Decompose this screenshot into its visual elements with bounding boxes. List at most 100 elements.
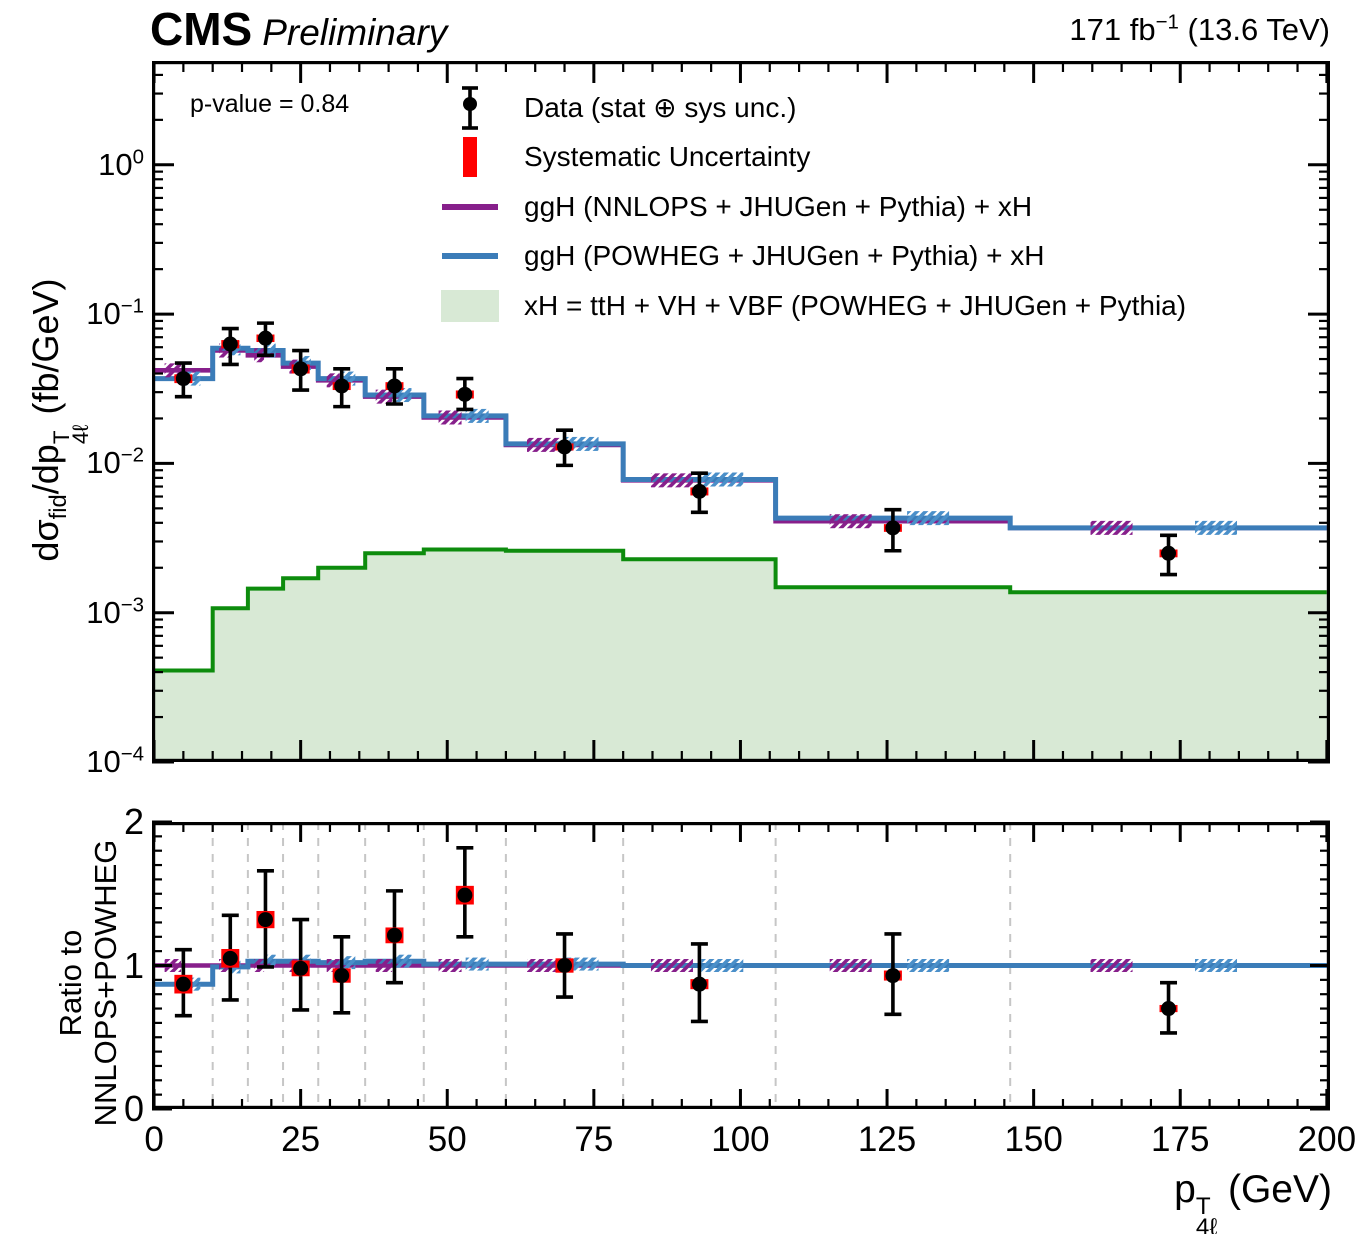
ratio-y-tick-label: 1 bbox=[123, 944, 144, 986]
x-tick-label: 50 bbox=[427, 1120, 467, 1159]
data-point bbox=[385, 367, 404, 406]
data-point bbox=[221, 326, 240, 367]
x-tick-label: 25 bbox=[281, 1120, 321, 1159]
nnlops-uncertainty-hatch bbox=[164, 363, 182, 378]
powheg-uncertainty-hatch bbox=[701, 959, 744, 972]
legend-item-data: Data (stat ⊕ sys unc.) bbox=[438, 83, 1186, 133]
p-value-annotation: p-value = 0.84 bbox=[190, 90, 350, 118]
nnlops-uncertainty-hatch bbox=[1090, 959, 1133, 972]
data-marker-icon bbox=[438, 85, 502, 131]
ratio-y-tick-label: 2 bbox=[123, 801, 144, 842]
data-point bbox=[291, 348, 310, 392]
nnlops-uncertainty-hatch bbox=[527, 437, 560, 452]
nnlops-uncertainty-hatch bbox=[438, 410, 462, 425]
nnlops-uncertainty-hatch bbox=[527, 959, 560, 972]
x-axis-title: p T 4ℓ (GeV) bbox=[1174, 1168, 1332, 1234]
x-tick-label: 100 bbox=[711, 1120, 770, 1159]
nnlops-uncertainty-hatch bbox=[438, 959, 462, 972]
nnlops-uncertainty-hatch bbox=[375, 389, 393, 404]
powheg-uncertainty-hatch bbox=[701, 472, 744, 487]
ratio-plot bbox=[152, 820, 1331, 1111]
xh-histogram-line bbox=[154, 547, 1327, 673]
powheg-uncertainty-hatch bbox=[465, 957, 489, 971]
powheg-uncertainty-hatch bbox=[565, 957, 599, 971]
xh-histogram-fill bbox=[154, 549, 1327, 762]
data-point bbox=[690, 942, 709, 1024]
data-point bbox=[1159, 533, 1178, 577]
legend-label: Systematic Uncertainty bbox=[524, 141, 811, 173]
powheg-uncertainty-hatch bbox=[265, 954, 276, 968]
powheg-uncertainty-hatch bbox=[301, 356, 311, 371]
preliminary-label: Preliminary bbox=[262, 12, 448, 53]
x-tick-label: 0 bbox=[144, 1120, 164, 1159]
systematic-marker-icon bbox=[438, 136, 502, 178]
ratio-plot-panel bbox=[152, 820, 1331, 1111]
nnlops-uncertainty-hatch bbox=[829, 514, 872, 529]
nnlops-line-icon bbox=[438, 203, 502, 211]
powheg-uncertainty-hatch bbox=[465, 408, 489, 423]
legend-label: Data (stat ⊕ sys unc.) bbox=[524, 92, 797, 124]
data-point bbox=[174, 361, 193, 399]
main-axis-ticks bbox=[152, 61, 1330, 764]
powheg-uncertainty-hatch bbox=[265, 343, 276, 358]
cms-logo-text: CMS bbox=[150, 3, 253, 55]
data-point bbox=[256, 868, 275, 969]
powheg-uncertainty-hatch bbox=[907, 511, 950, 526]
powheg-line-icon bbox=[438, 252, 502, 260]
y-tick-label: 10−1 bbox=[86, 294, 144, 332]
data-point bbox=[385, 889, 404, 985]
main-plot-panel bbox=[152, 61, 1331, 764]
main-plot bbox=[152, 61, 1331, 764]
nnlops-uncertainty-hatch bbox=[1090, 520, 1133, 535]
powheg-ratio-line bbox=[154, 958, 1327, 987]
powheg-uncertainty-hatch bbox=[565, 436, 599, 451]
data-point bbox=[332, 935, 351, 1015]
nnlops-uncertainty-hatch bbox=[829, 959, 872, 972]
data-point bbox=[332, 367, 351, 409]
legend-label: ggH (POWHEG + JHUGen + Pythia) + xH bbox=[524, 240, 1045, 272]
y-tick-label: 10−3 bbox=[86, 593, 144, 630]
data-point bbox=[256, 321, 275, 358]
data-point bbox=[174, 947, 193, 1018]
legend-label: ggH (NNLOPS + JHUGen + Pythia) + xH bbox=[524, 190, 1033, 222]
legend-item-nnlops: ggH (NNLOPS + JHUGen + Pythia) + xH bbox=[438, 182, 1186, 232]
legend-item-xh: xH = ttH + VH + VBF (POWHEG + JHUGen + P… bbox=[438, 281, 1186, 331]
x-tick-label: 125 bbox=[857, 1120, 917, 1159]
legend: Data (stat ⊕ sys unc.) Systematic Uncert… bbox=[438, 83, 1186, 331]
data-point bbox=[1159, 980, 1178, 1035]
data-point bbox=[455, 376, 474, 412]
legend-item-powheg: ggH (POWHEG + JHUGen + Pythia) + xH bbox=[438, 232, 1186, 282]
ratio-y-tick-label: 0 bbox=[123, 1088, 144, 1129]
nnlops-uncertainty-hatch bbox=[164, 959, 182, 972]
xh-box-icon bbox=[438, 289, 502, 322]
x-tick-label: 200 bbox=[1297, 1120, 1357, 1159]
powheg-uncertainty-hatch bbox=[907, 959, 950, 972]
luminosity-label: 171 fb−1 (13.6 TeV) bbox=[1069, 10, 1330, 47]
powheg-uncertainty-hatch bbox=[1195, 959, 1238, 972]
data-point bbox=[221, 913, 240, 1002]
data-point bbox=[690, 471, 709, 515]
powheg-uncertainty-hatch bbox=[1195, 520, 1238, 535]
header: CMS Preliminary bbox=[150, 2, 447, 56]
data-point bbox=[455, 846, 474, 939]
legend-label: xH = ttH + VH + VBF (POWHEG + JHUGen + P… bbox=[524, 289, 1187, 321]
nnlops-uncertainty-hatch bbox=[375, 959, 393, 972]
x-tick-label: 75 bbox=[574, 1120, 614, 1159]
data-point bbox=[883, 507, 902, 553]
data-point bbox=[555, 428, 574, 468]
y-tick-label: 10−2 bbox=[86, 444, 144, 481]
nnlops-uncertainty-hatch bbox=[219, 343, 229, 358]
y-tick-label: 10−4 bbox=[86, 742, 144, 779]
nnlops-uncertainty-hatch bbox=[650, 473, 693, 488]
data-point bbox=[883, 932, 902, 1017]
data-point bbox=[555, 932, 574, 999]
nnlops-uncertainty-hatch bbox=[650, 959, 693, 972]
powheg-uncertainty-hatch bbox=[342, 956, 356, 970]
data-point bbox=[291, 917, 310, 1012]
y-axis-title-main: dσfid/dp T 4ℓ (fb/GeV) bbox=[24, 278, 94, 562]
x-tick-label: 175 bbox=[1151, 1120, 1210, 1159]
legend-item-systematic: Systematic Uncertainty bbox=[438, 133, 1186, 183]
powheg-uncertainty-hatch bbox=[395, 954, 412, 968]
y-tick-label: 100 bbox=[98, 145, 144, 182]
